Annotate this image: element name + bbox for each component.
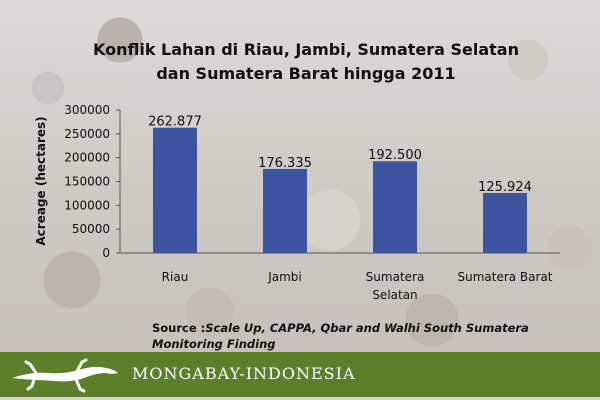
bar xyxy=(373,161,417,253)
data-labels-group: 262.877 176.335 192.500 125.924 xyxy=(148,115,532,195)
bars-group xyxy=(153,127,527,253)
bar-value-label: 192.500 xyxy=(368,148,422,163)
bar-value-label: 125.924 xyxy=(478,180,532,195)
category-label: Sumatera xyxy=(366,270,425,284)
y-tick-label: 150000 xyxy=(64,175,110,189)
bottom-strip xyxy=(0,397,600,400)
chart-title-line-1: Konflik Lahan di Riau, Jambi, Sumatera S… xyxy=(93,40,519,59)
bar-value-label: 262.877 xyxy=(148,115,202,130)
y-tick-label: 0 xyxy=(102,246,110,260)
brand-name: MONGABAY-INDONESIA xyxy=(132,364,356,383)
category-label: Sumatera Barat xyxy=(457,270,552,284)
y-tick-label: 250000 xyxy=(64,127,110,141)
y-axis: 0 50000 100000 150000 200000 250000 300000 xyxy=(64,103,560,260)
bar-value-label: 176.335 xyxy=(258,156,312,171)
y-tick-label: 50000 xyxy=(72,222,110,236)
chart-title-line-2: dan Sumatera Barat hingga 2011 xyxy=(156,64,455,83)
bar xyxy=(483,192,527,253)
bar xyxy=(263,168,307,253)
source-body: Scale Up, CAPPA, Qbar and Walhi South Su… xyxy=(152,321,529,351)
category-label: Riau xyxy=(162,270,189,284)
bar xyxy=(153,127,197,253)
source-heading: Source : xyxy=(152,321,206,335)
footer-band xyxy=(0,352,600,397)
source-note: Source :Scale Up, CAPPA, Qbar and Walhi … xyxy=(152,320,572,352)
category-labels-group: Riau Jambi Sumatera Selatan Sumatera Barat xyxy=(162,270,553,302)
category-label: Selatan xyxy=(372,288,417,302)
y-tick-label: 300000 xyxy=(64,103,110,117)
y-axis-title: Acreage (hectares) xyxy=(34,116,48,245)
y-tick-label: 200000 xyxy=(64,151,110,165)
y-tick-label: 100000 xyxy=(64,198,110,212)
category-label: Jambi xyxy=(267,270,302,284)
gecko-icon xyxy=(12,358,118,393)
